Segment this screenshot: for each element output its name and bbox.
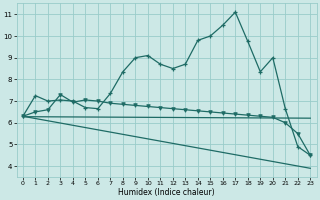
X-axis label: Humidex (Indice chaleur): Humidex (Indice chaleur) bbox=[118, 188, 215, 197]
